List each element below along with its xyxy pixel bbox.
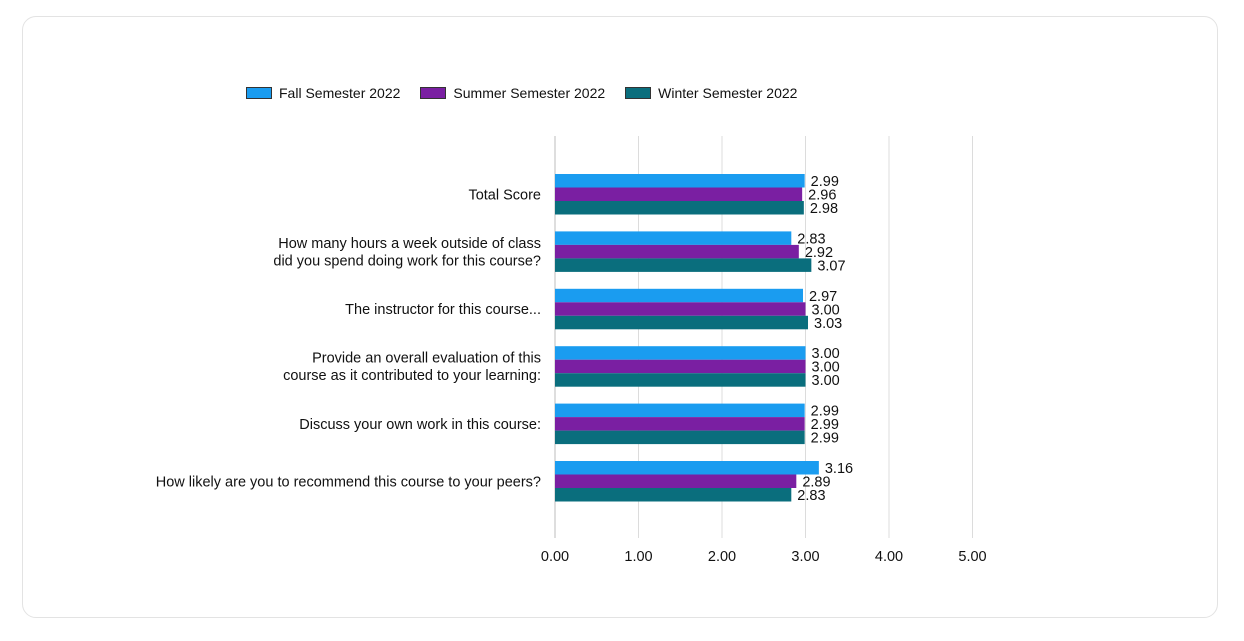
bar	[555, 417, 805, 431]
data-label: 3.00	[812, 360, 840, 376]
bar	[555, 315, 809, 330]
data-label: 2.99	[811, 431, 839, 447]
category-label: Discuss your own work in this course:	[299, 417, 541, 433]
bar	[555, 258, 812, 272]
legend-item-summer: Summer Semester 2022	[420, 85, 605, 101]
bar	[555, 174, 805, 188]
bar	[555, 201, 804, 215]
x-tick-label: 5.00	[958, 549, 986, 565]
data-label: 2.97	[809, 289, 837, 305]
bar	[555, 461, 819, 475]
chart-legend: Fall Semester 2022 Summer Semester 2022 …	[246, 84, 817, 102]
data-label: 3.16	[825, 461, 853, 477]
bar	[555, 244, 799, 259]
data-label: 2.83	[797, 488, 825, 504]
data-label: 3.00	[812, 373, 840, 389]
x-tick-label: 3.00	[791, 549, 819, 565]
bar	[555, 403, 805, 418]
legend-label-winter: Winter Semester 2022	[658, 85, 798, 101]
bar	[555, 474, 797, 488]
x-tick-label: 2.00	[708, 549, 736, 565]
bar	[555, 187, 803, 201]
data-label: 2.99	[811, 404, 839, 420]
bar	[555, 373, 806, 387]
bar	[555, 302, 806, 316]
data-label: 2.99	[811, 417, 839, 433]
bar	[555, 231, 792, 245]
legend-label-summer: Summer Semester 2022	[453, 85, 606, 101]
category-label: Provide an overall evaluation of this	[312, 351, 541, 367]
bar	[555, 288, 803, 303]
legend-item-fall: Fall Semester 2022	[246, 85, 400, 101]
category-label: Total Score	[468, 187, 541, 203]
x-tick-label: 0.00	[541, 549, 569, 565]
x-tick-label: 4.00	[875, 549, 903, 565]
category-label: did you spend doing work for this course…	[273, 253, 541, 269]
data-label: 3.07	[817, 258, 845, 274]
category-label: course as it contributed to your learnin…	[283, 368, 541, 384]
data-label: 2.99	[811, 174, 839, 190]
bar	[555, 488, 792, 502]
x-tick-label: 1.00	[624, 549, 652, 565]
data-label: 3.03	[814, 316, 842, 332]
data-label: 3.00	[812, 302, 840, 318]
bar	[555, 359, 806, 374]
data-label: 2.98	[810, 201, 838, 217]
category-label: How likely are you to recommend this cou…	[156, 474, 541, 490]
bar	[555, 346, 806, 360]
data-label: 2.83	[797, 231, 825, 247]
legend-swatch-winter	[625, 87, 652, 99]
category-label: How many hours a week outside of class	[278, 236, 541, 252]
legend-swatch-fall	[246, 87, 272, 99]
data-label: 2.92	[805, 245, 833, 261]
data-label: 3.00	[812, 346, 840, 362]
legend-label-fall: Fall Semester 2022	[279, 85, 401, 101]
category-label: The instructor for this course...	[345, 302, 541, 318]
data-label: 2.96	[808, 188, 836, 204]
data-label: 2.89	[802, 475, 830, 491]
legend-item-winter: Winter Semester 2022	[625, 85, 797, 101]
bar	[555, 430, 805, 445]
legend-swatch-summer	[420, 87, 447, 99]
